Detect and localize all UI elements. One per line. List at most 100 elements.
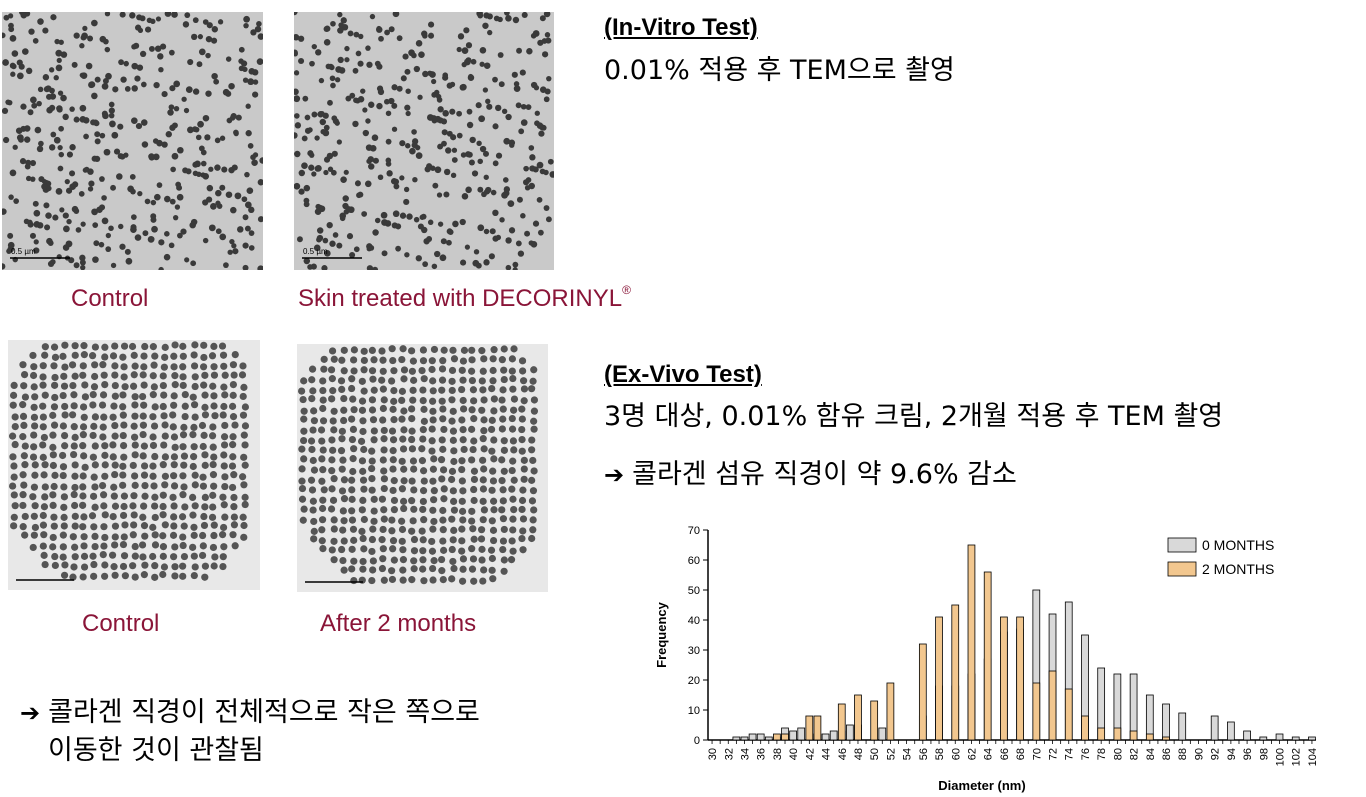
y-tick-label: 50 (688, 585, 700, 597)
in-vitro-text: 0.01% 적용 후 TEM으로 촬영 (604, 55, 955, 86)
arrow-icon: ➔ (604, 461, 625, 489)
tem-image-decorinyl-top-graphic (294, 12, 554, 270)
ex-vivo-result-text: 콜라겐 섬유 직경이 약 9.6% 감소 (632, 459, 1017, 490)
arrow-icon: ➔ (20, 699, 41, 727)
bar (918, 643, 927, 741)
y-tick-label: 10 (688, 705, 700, 717)
x-tick-label: 30 (707, 748, 719, 760)
x-tick-label: 84 (1145, 748, 1157, 760)
x-tick-label: 66 (999, 748, 1011, 760)
y-tick-label: 0 (694, 735, 700, 747)
conclusion-line-1: ➔ 콜라겐 직경이 전체적으로 작은 쪽으로 (20, 690, 480, 729)
diameter-histogram: 0 10 20 30 40 50 60 70 30 32 34 36 38 40 42 44 46 48 50 52 5… (654, 525, 1319, 793)
x-tick-label: 34 (739, 748, 751, 760)
x-tick-label: 70 (1031, 748, 1043, 760)
tem-image-decorinyl-top (294, 12, 554, 270)
bar (1210, 715, 1219, 741)
y-axis-label: Frequency (654, 601, 669, 668)
caption-after-2-months: After 2 months (320, 610, 477, 637)
conclusion-text-1: 콜라겐 직경이 전체적으로 작은 쪽으로 (48, 697, 480, 728)
tem-image-after-2-months-graphic (297, 344, 548, 592)
x-tick-label: 100 (1275, 748, 1287, 766)
bar (983, 571, 992, 741)
bar (1243, 730, 1251, 741)
caption-decorinyl: Skin treated with DECORINYL® (298, 283, 631, 313)
x-tick-label: 82 (1129, 748, 1141, 760)
bar (1097, 727, 1106, 741)
x-tick-label: 62 (966, 748, 978, 760)
bar (1113, 727, 1122, 741)
legend-swatch (1167, 537, 1197, 553)
x-tick-label: 58 (934, 748, 946, 760)
bar (886, 682, 895, 741)
bar (1162, 703, 1170, 741)
bar (821, 733, 830, 741)
bar (781, 733, 789, 741)
x-tick-label: 68 (1015, 748, 1027, 760)
bar (870, 700, 879, 741)
x-tick-label: 32 (723, 748, 735, 760)
legend-swatch (1167, 561, 1197, 577)
bar (837, 703, 846, 741)
y-tick-label: 60 (688, 555, 700, 567)
bar (829, 730, 838, 741)
bar (854, 694, 862, 741)
tem-image-control-top-graphic (2, 12, 263, 270)
x-tick-label: 80 (1112, 748, 1124, 760)
x-axis-label: Diameter (nm) (938, 778, 1025, 793)
x-tick-label: 76 (1080, 748, 1092, 760)
caption-control-bottom: Control (82, 610, 160, 637)
tem-image-control-bottom (8, 340, 260, 590)
caption-decorinyl-text: Skin treated with DECORINYL (298, 285, 623, 312)
bar (1016, 616, 1024, 741)
tem-image-control-top (2, 12, 263, 270)
bar (935, 616, 943, 741)
x-tick-label: 90 (1193, 748, 1205, 760)
x-tick-label: 96 (1242, 748, 1254, 760)
bar (967, 544, 976, 741)
scale-bar-label-top-right: 0.5 µm (303, 247, 328, 256)
y-tick-label: 30 (688, 645, 700, 657)
y-tick-label: 20 (688, 675, 700, 687)
fiber-dots (2, 12, 263, 270)
x-tick-label: 42 (804, 748, 816, 760)
bar (1259, 736, 1268, 741)
bar (764, 736, 773, 741)
bar (748, 733, 757, 741)
bar (846, 724, 854, 741)
bar (756, 733, 765, 741)
y-tick-label: 40 (688, 615, 700, 627)
x-tick-label: 56 (918, 748, 930, 760)
x-tick-label: 64 (983, 748, 995, 760)
bar (789, 730, 797, 741)
bar (1081, 715, 1089, 741)
fiber-dots (294, 12, 554, 270)
bar (1129, 673, 1138, 741)
y-tick-label: 70 (688, 525, 700, 537)
bar (1145, 694, 1154, 741)
x-tick-label: 94 (1226, 748, 1238, 760)
x-tick-label: 44 (821, 748, 833, 760)
bar (878, 727, 887, 741)
legend-label: 0 MONTHS (1202, 537, 1274, 553)
bar (1000, 616, 1008, 741)
bar (773, 733, 781, 741)
bar (805, 715, 814, 741)
bar (797, 727, 806, 741)
scale-bar-label-top-left: 0.5 µm (11, 247, 36, 256)
ex-vivo-text: 3명 대상, 0.01% 함유 크림, 2개월 적용 후 TEM 촬영 (604, 401, 1224, 432)
x-tick-label: 92 (1210, 748, 1222, 760)
bar (740, 736, 749, 741)
tem-image-control-bottom-graphic (8, 340, 260, 590)
x-tick-label: 60 (950, 748, 962, 760)
bar (1129, 730, 1138, 741)
x-tick-label: 102 (1291, 748, 1303, 766)
x-tick-label: 88 (1177, 748, 1189, 760)
x-tick-label: 72 (1048, 748, 1060, 760)
x-tick-label: 50 (869, 748, 881, 760)
ex-vivo-result: ➔ 콜라겐 섬유 직경이 약 9.6% 감소 (604, 452, 1017, 491)
fiber-dots (8, 341, 250, 581)
chart-legend: 0 MONTHS 2 MONTHS (1167, 537, 1274, 577)
bar (732, 736, 741, 741)
x-tick-label: 78 (1096, 748, 1108, 760)
